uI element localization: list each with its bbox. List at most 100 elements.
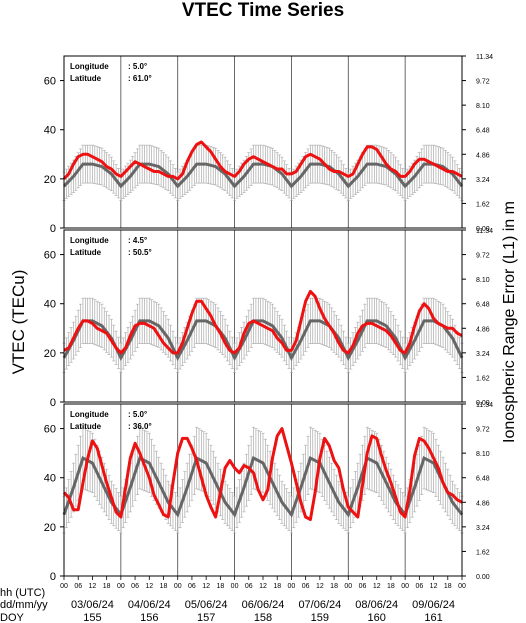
x-doy-label: 157 [197,612,215,623]
longitude-label: Longitude [70,62,109,71]
y-tick-label-right: 9.72 [476,79,490,86]
x-tick-label-hour: 06 [188,583,196,590]
x-doy-label: 159 [311,612,329,623]
x-tick-label-hour: 06 [131,583,139,590]
latitude-value: : 36.0° [128,422,152,431]
y-tick-label-left: 20 [44,348,56,360]
chart-title: VTEC Time Series [182,0,344,21]
x-doy-label: 156 [140,612,158,623]
y-tick-label-left: 60 [44,76,56,88]
y-tick-label-left: 60 [44,250,56,262]
y-tick-label-left: 40 [44,299,56,311]
y-tick-label-right: 4.86 [476,152,490,159]
x-tick-label-hour: 12 [373,583,381,590]
x-tick-label-hour: 06 [74,583,82,590]
x-date-label: 05/06/24 [185,599,228,611]
x-tick-label-hour: 00 [231,583,239,590]
x-tick-label-hour: 18 [160,583,168,590]
x-tick-label-hour: 00 [60,583,68,590]
y-tick-label-left: 0 [50,571,56,583]
latitude-value: : 50.5° [128,248,152,257]
x-date-label: 09/06/24 [412,599,455,611]
x-tick-label-hour: 18 [216,583,224,590]
reference-error-bars [62,297,464,373]
x-tick-label-hour: 12 [202,583,210,590]
x-tick-label-hour: 00 [458,583,466,590]
y-tick-label-right: 1.62 [476,549,490,556]
x-tick-label-hour: 18 [273,583,281,590]
x-doy-label: 160 [368,612,386,623]
y-tick-label-right: 3.24 [476,177,490,184]
longitude-value: : 5.0° [128,62,147,71]
y-tick-label-right: 8.10 [476,103,490,110]
x-doy-label: 155 [83,612,101,623]
panel-frame [63,55,463,229]
panel-frame [63,229,463,403]
x-tick-label-hour: 00 [401,583,409,590]
y-tick-label-right: 4.86 [476,326,490,333]
y-tick-label-left: 20 [44,522,56,534]
y-tick-label-right: 1.62 [476,201,490,208]
x-tick-label-hour: 18 [444,583,452,590]
x-tick-label-hour: 12 [145,583,153,590]
y-tick-label-right: 11.34 [476,402,493,409]
x-tick-label-hour: 06 [415,583,423,590]
y-tick-label-right: 8.10 [476,451,490,458]
y-axis-label-left: VTEC (TECu) [9,270,28,375]
x-date-label: 07/06/24 [298,599,341,611]
x-tick-label-hour: 00 [174,583,182,590]
y-tick-label-right: 6.48 [476,302,490,309]
longitude-label: Longitude [70,410,109,419]
y-tick-label-left: 0 [50,223,56,235]
x-doy-label: 161 [424,612,442,623]
x-tick-label-hour: 18 [103,583,111,590]
x-tick-label-hour: 12 [89,583,97,590]
x-tick-label-hour: 00 [344,583,352,590]
x-tick-label-hour: 18 [330,583,338,590]
row-label-doy: DOY [0,612,25,623]
y-tick-label-right: 0.00 [476,574,490,581]
y-tick-label-right: 11.34 [476,228,493,235]
x-tick-label-hour: 06 [359,583,367,590]
reference-line [62,162,464,189]
x-tick-label-hour: 18 [387,583,395,590]
y-tick-label-right: 9.72 [476,253,490,260]
y-tick-label-right: 0.00 [476,226,490,233]
x-tick-label-hour: 00 [288,583,296,590]
x-doy-label: 158 [254,612,272,623]
measured-vtec-line [62,140,463,181]
x-date-label: 06/06/24 [242,599,285,611]
y-tick-label-left: 40 [44,125,56,137]
y-tick-label-left: 0 [50,397,56,409]
latitude-label: Latitude [70,422,102,431]
y-tick-label-right: 3.24 [476,351,490,358]
bottom-axis: hh (UTC) dd/mm/yy DOY 00 06 12 1803/06/2415… [0,576,466,623]
y-tick-label-right: 11.34 [476,54,493,61]
y-tick-label-right: 8.10 [476,277,490,284]
x-tick-label-hour: 12 [316,583,324,590]
latitude-label: Latitude [70,74,102,83]
y-tick-label-right: 1.62 [476,375,490,382]
panel-1: 0 20 40 60 0.00 1.62 3.24 4.86 6.48 8.10 9.72 11.34… [44,54,493,235]
latitude-value: : 61.0° [128,74,152,83]
latitude-label: Latitude [70,248,102,257]
row-label-date: dd/mm/yy [0,599,48,611]
y-axis-label-right: Ionospheric Range Error (L1) in m [501,201,518,443]
panel-3: 0 20 40 60 0.00 1.62 3.24 4.86 6.48 8.10 9.72 11.34… [44,402,493,583]
x-date-label: 03/06/24 [71,599,114,611]
longitude-value: : 5.0° [128,410,147,419]
y-tick-label-left: 20 [44,174,56,186]
reference-line [62,319,464,362]
y-tick-label-right: 4.86 [476,500,490,507]
longitude-value: : 4.5° [128,236,147,245]
measured-vtec-line [63,289,463,355]
measured-vtec-line [62,427,463,521]
x-tick-label-hour: 06 [302,583,310,590]
row-label-hour: hh (UTC) [0,587,45,599]
y-tick-label-right: 0.00 [476,400,490,407]
y-tick-label-right: 3.24 [476,525,490,532]
x-date-label: 04/06/24 [128,599,171,611]
x-date-label: 08/06/24 [355,599,398,611]
location-legend: Longitude: 4.5° Latitude: 50.5° [70,236,152,257]
y-tick-label-right: 6.48 [476,128,490,135]
